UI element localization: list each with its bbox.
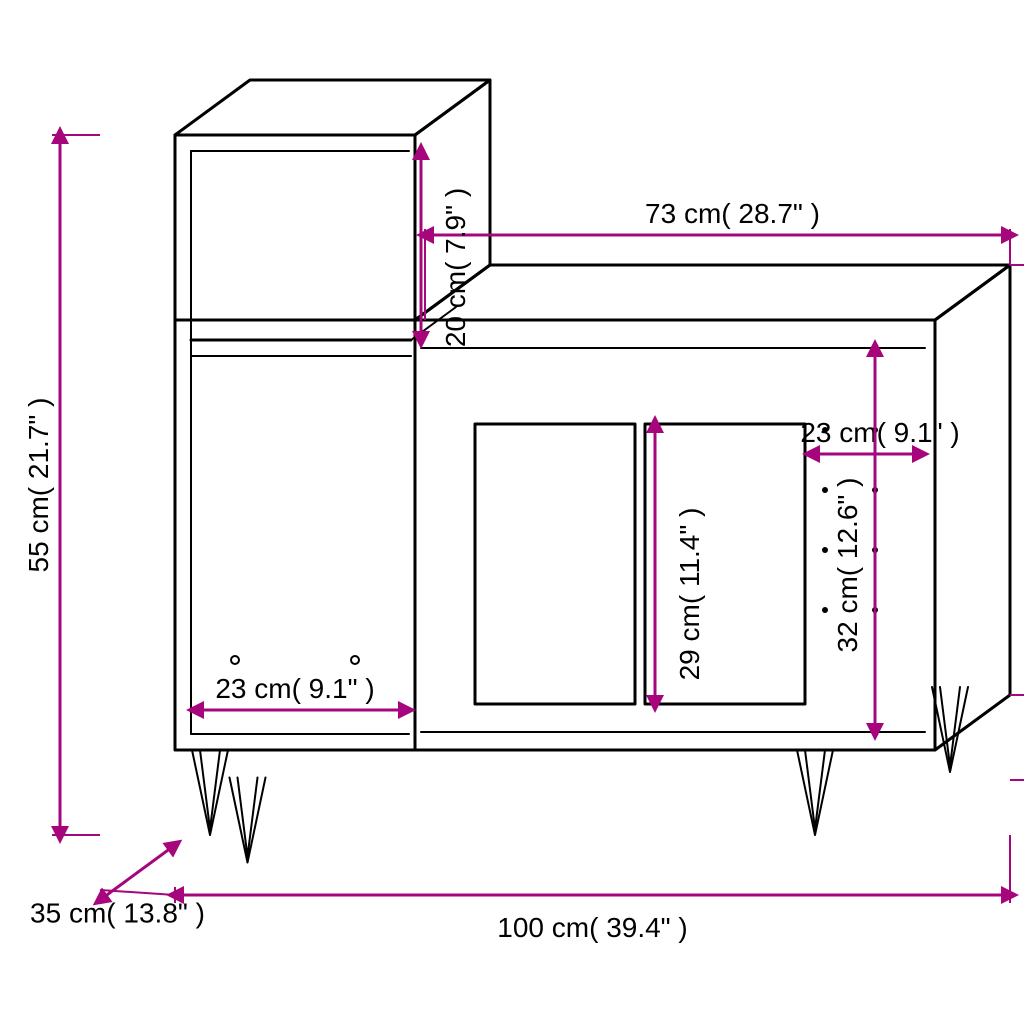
dim-top-73: 73 cm( 28.7" ) — [645, 198, 820, 229]
dim-height-55: 55 cm( 21.7" ) — [23, 398, 54, 573]
dim-depth-35: 35 cm( 13.8" ) — [30, 898, 205, 929]
dim-23-top: 23 cm( 9.1" ) — [800, 417, 959, 448]
dim-right-32: 32 cm( 12.6" ) — [832, 478, 863, 653]
dim-shelf-20: 20 cm( 7.9" ) — [440, 188, 471, 347]
dim-door-29: 29 cm( 11.4" ) — [674, 508, 705, 681]
dim-23-bottom: 23 cm( 9.1" ) — [215, 673, 374, 704]
dim-width-100: 100 cm( 39.4" ) — [497, 912, 687, 943]
